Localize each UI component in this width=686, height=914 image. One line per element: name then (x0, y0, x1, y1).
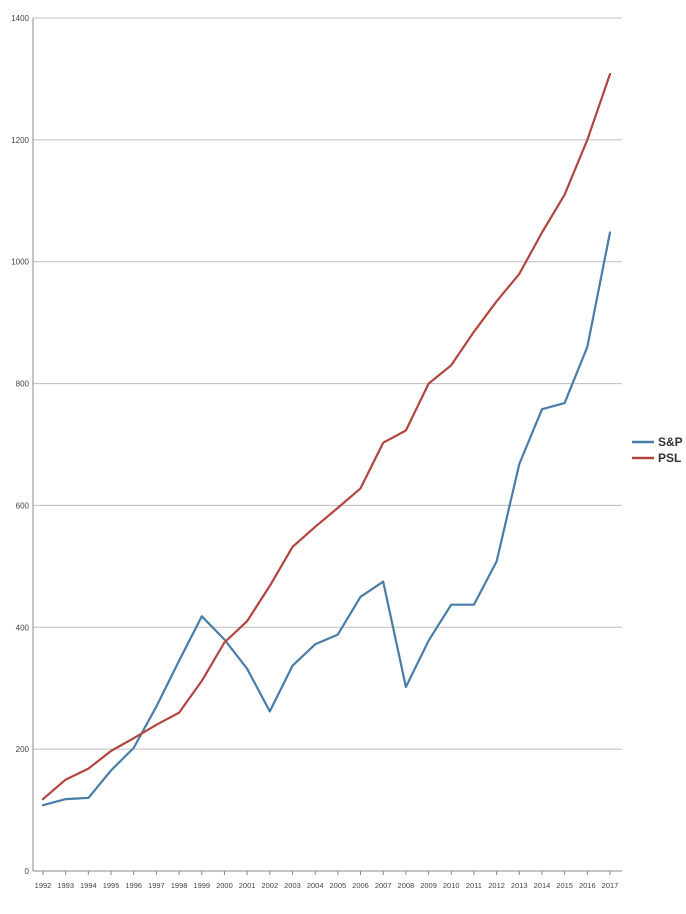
data-point (359, 596, 361, 598)
data-point (110, 750, 112, 752)
x-tick-label: 2009 (420, 881, 437, 890)
x-tick-label: 2010 (443, 881, 460, 890)
data-point (450, 604, 452, 606)
y-tick-label: 800 (16, 380, 30, 389)
x-tick-label: 2011 (466, 881, 482, 890)
data-point (87, 797, 89, 799)
data-point (291, 664, 293, 666)
x-tick-label: 2005 (329, 881, 346, 890)
y-tick-label: 1400 (11, 14, 29, 23)
data-point (473, 604, 475, 606)
x-tick-label: 2006 (352, 881, 369, 890)
data-point (609, 73, 611, 75)
legend: S&P PSL (632, 435, 683, 465)
x-tick-label: 2001 (239, 881, 256, 890)
grid-layer (33, 17, 622, 750)
x-tick-label: 2012 (488, 881, 505, 890)
data-point (314, 526, 316, 528)
data-point (359, 487, 361, 489)
data-point (314, 643, 316, 645)
x-tick-label: 1999 (193, 881, 210, 890)
axis-layer: 0 200 400 600 800 1000 1200 1400 1992 1993 1994 199… (11, 14, 622, 890)
legend-label: S&P (658, 435, 683, 449)
data-point (42, 798, 44, 800)
data-point (201, 615, 203, 617)
data-point (495, 300, 497, 302)
data-point (427, 382, 429, 384)
series-layer (41, 72, 612, 807)
data-point (541, 408, 543, 410)
data-point (405, 686, 407, 688)
data-point (337, 507, 339, 509)
data-point (201, 680, 203, 682)
y-tick-label: 400 (16, 623, 30, 632)
data-point (518, 463, 520, 465)
x-tick-label: 2008 (398, 881, 415, 890)
data-point (269, 585, 271, 587)
data-point (42, 804, 44, 806)
data-point (291, 546, 293, 548)
series-line-psl (41, 72, 612, 801)
data-point (223, 641, 225, 643)
data-point (269, 710, 271, 712)
data-point (586, 346, 588, 348)
y-tick-label: 1000 (11, 258, 29, 267)
data-point (518, 273, 520, 275)
y-tick-label: 0 (25, 867, 30, 876)
data-point (246, 668, 248, 670)
data-point (110, 769, 112, 771)
y-tick-label: 600 (16, 501, 30, 510)
x-tick-label: 1994 (80, 881, 97, 890)
y-tick-label: 1200 (11, 136, 29, 145)
data-point (133, 737, 135, 739)
data-point (178, 711, 180, 713)
data-point (337, 633, 339, 635)
data-point (155, 705, 157, 707)
x-tick-label: 2003 (284, 881, 301, 890)
data-point (563, 193, 565, 195)
data-point (541, 231, 543, 233)
data-point (133, 747, 135, 749)
data-point (405, 429, 407, 431)
data-point (64, 798, 66, 800)
x-tick-label: 1995 (103, 881, 120, 890)
x-tick-label: 2013 (511, 881, 528, 890)
x-tick-label: 1992 (35, 881, 52, 890)
data-point (450, 364, 452, 366)
x-tick-label: 2016 (579, 881, 596, 890)
data-point (427, 639, 429, 641)
x-tick-label: 1996 (125, 881, 142, 890)
x-tick-label: 2000 (216, 881, 233, 890)
data-point (382, 580, 384, 582)
data-point (609, 231, 611, 233)
x-tick-label: 2002 (261, 881, 278, 890)
x-tick-label: 1997 (148, 881, 165, 890)
data-point (87, 767, 89, 769)
data-point (473, 331, 475, 333)
x-tick-label: 2014 (534, 881, 551, 890)
x-tick-label: 2017 (602, 881, 619, 890)
y-tick-label: 200 (16, 745, 30, 754)
data-point (495, 560, 497, 562)
data-point (178, 660, 180, 662)
data-point (246, 620, 248, 622)
x-tick-label: 2007 (375, 881, 392, 890)
x-tick-label: 1993 (57, 881, 74, 890)
data-point (563, 402, 565, 404)
x-tick-label: 2004 (307, 881, 324, 890)
x-tick-label: 1998 (171, 881, 188, 890)
data-point (64, 778, 66, 780)
data-point (586, 139, 588, 141)
x-tick-label: 2015 (556, 881, 573, 890)
data-point (382, 441, 384, 443)
data-point (155, 724, 157, 726)
series-line-sp (41, 231, 612, 807)
legend-label: PSL (658, 451, 681, 465)
